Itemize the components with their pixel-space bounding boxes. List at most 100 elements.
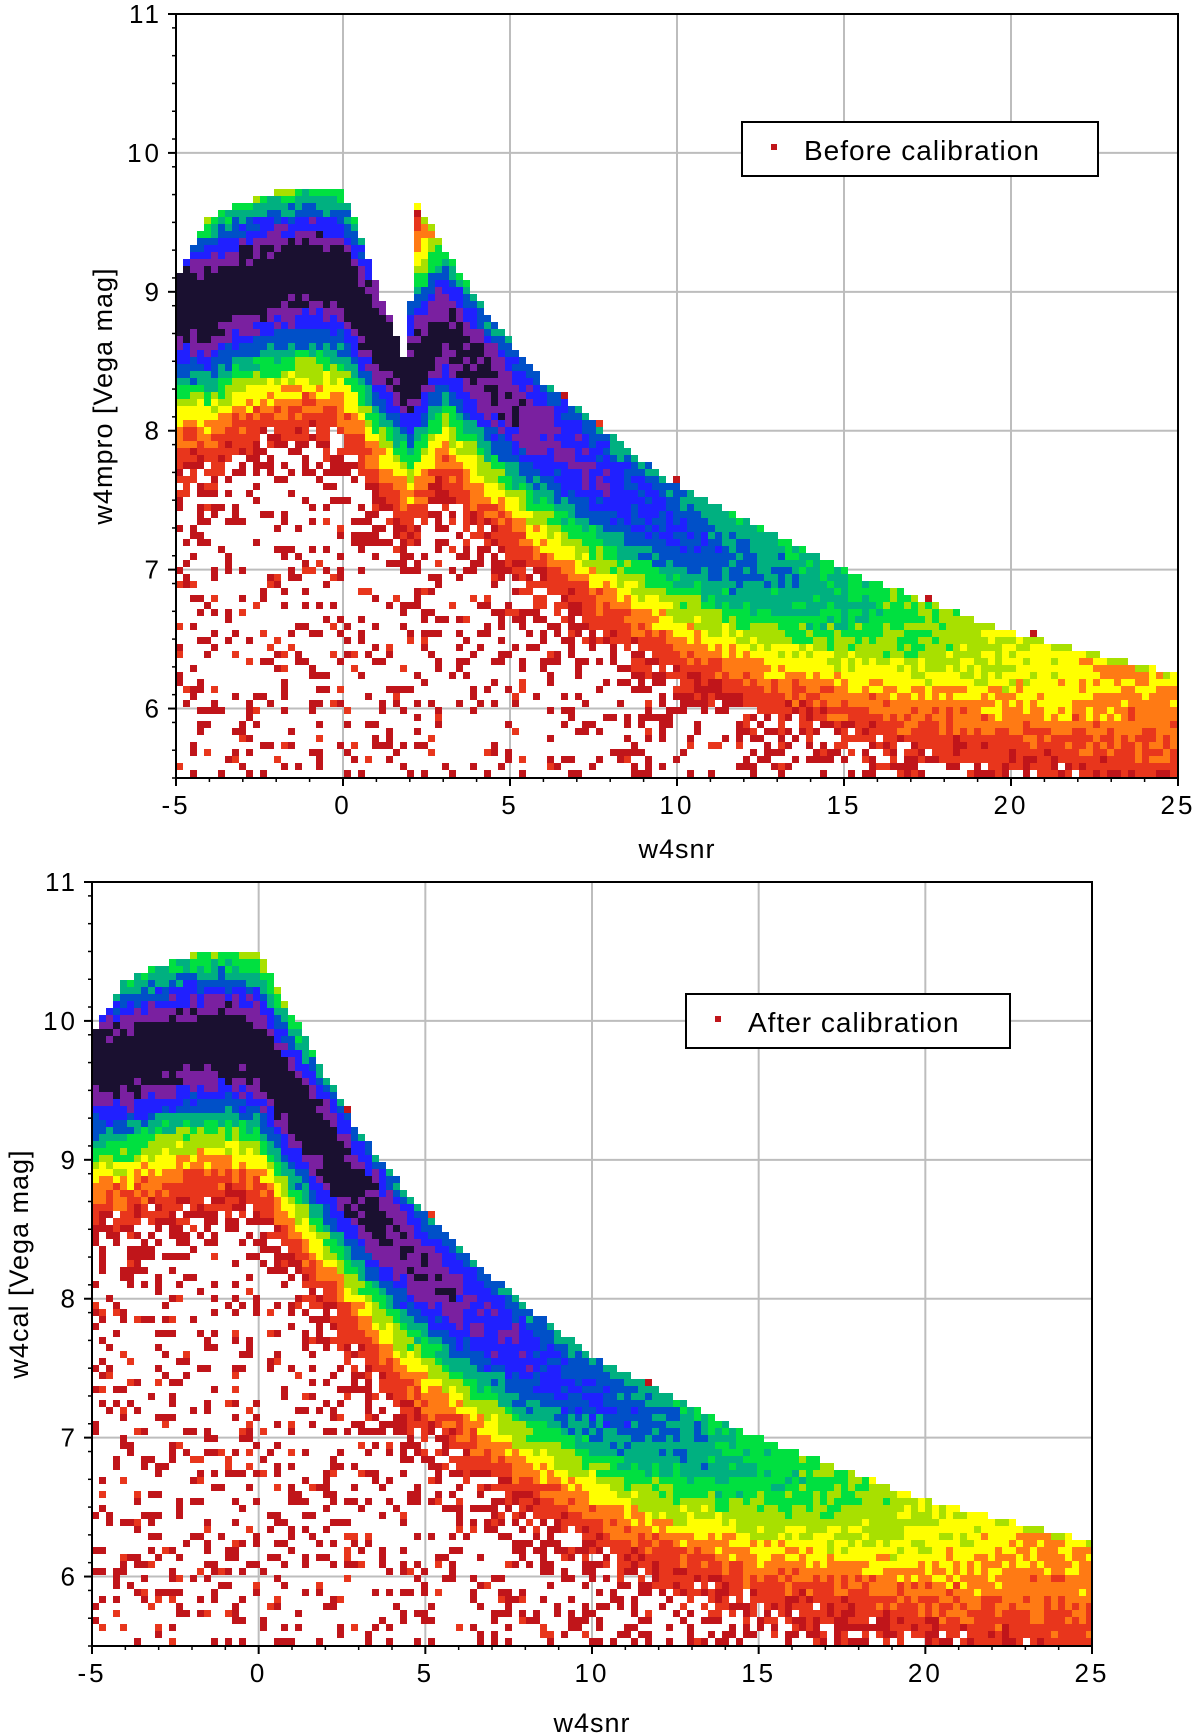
density-cell bbox=[1058, 700, 1065, 707]
density-cell bbox=[463, 511, 470, 518]
density-cell bbox=[428, 238, 435, 245]
density-cell bbox=[771, 560, 778, 567]
density-cell bbox=[428, 574, 435, 581]
density-cell bbox=[197, 392, 204, 399]
density-cell bbox=[596, 525, 603, 532]
density-cell bbox=[890, 665, 897, 672]
density-cell bbox=[309, 665, 316, 672]
density-cell bbox=[603, 560, 610, 567]
density-cell bbox=[834, 693, 841, 700]
density-cell bbox=[92, 1617, 99, 1624]
density-cell bbox=[393, 497, 400, 504]
density-cell bbox=[582, 616, 589, 623]
density-cell bbox=[575, 560, 582, 567]
density-cell bbox=[568, 511, 575, 518]
density-cell bbox=[239, 448, 246, 455]
density-cell bbox=[792, 686, 799, 693]
density-cell bbox=[841, 679, 848, 686]
density-cell bbox=[1023, 707, 1030, 714]
density-cell bbox=[232, 322, 239, 329]
density-cell bbox=[400, 518, 407, 525]
density-cell bbox=[603, 448, 610, 455]
density-cell bbox=[295, 266, 302, 273]
density-cell bbox=[736, 539, 743, 546]
density-cell bbox=[701, 546, 708, 553]
density-cell bbox=[988, 756, 995, 763]
density-cell bbox=[1079, 672, 1086, 679]
density-cell bbox=[736, 658, 743, 665]
density-cell bbox=[414, 434, 421, 441]
density-cell bbox=[428, 490, 435, 497]
density-cell bbox=[491, 511, 498, 518]
density-cell bbox=[491, 322, 498, 329]
density-cell bbox=[309, 203, 316, 210]
density-cell bbox=[288, 315, 295, 322]
density-cell bbox=[897, 588, 904, 595]
density-cell bbox=[862, 672, 869, 679]
density-cell bbox=[603, 483, 610, 490]
density-cell bbox=[302, 217, 309, 224]
density-cell bbox=[582, 455, 589, 462]
density-cell bbox=[435, 406, 442, 413]
density-cell bbox=[1086, 742, 1093, 749]
density-cell bbox=[960, 721, 967, 728]
density-cell bbox=[757, 693, 764, 700]
density-cell bbox=[190, 665, 197, 672]
density-cell bbox=[610, 560, 617, 567]
density-cell bbox=[1107, 742, 1114, 749]
density-cell bbox=[190, 392, 197, 399]
density-cell bbox=[757, 525, 764, 532]
density-cell bbox=[540, 476, 547, 483]
density-cell bbox=[1023, 693, 1030, 700]
density-cell bbox=[785, 728, 792, 735]
density-cell bbox=[946, 644, 953, 651]
density-cell bbox=[757, 595, 764, 602]
density-cell bbox=[281, 693, 288, 700]
density-cell bbox=[435, 378, 442, 385]
density-cell bbox=[603, 567, 610, 574]
density-cell bbox=[596, 567, 603, 574]
density-cell bbox=[176, 644, 183, 651]
density-cell bbox=[589, 462, 596, 469]
density-cell bbox=[1065, 756, 1072, 763]
density-cell bbox=[974, 721, 981, 728]
density-cell bbox=[246, 343, 253, 350]
density-cell bbox=[834, 749, 841, 756]
density-cell bbox=[1100, 735, 1107, 742]
density-cell bbox=[715, 609, 722, 616]
density-cell bbox=[764, 574, 771, 581]
density-cell bbox=[323, 322, 330, 329]
density-cell bbox=[1107, 700, 1114, 707]
density-cell bbox=[820, 560, 827, 567]
density-cell bbox=[1065, 728, 1072, 735]
density-cell bbox=[554, 539, 561, 546]
density-cell bbox=[820, 756, 827, 763]
density-cell bbox=[351, 539, 358, 546]
density-cell bbox=[764, 609, 771, 616]
density-cell bbox=[778, 609, 785, 616]
density-cell bbox=[218, 504, 225, 511]
density-cell bbox=[890, 679, 897, 686]
density-cell bbox=[659, 763, 666, 770]
density-cell bbox=[722, 679, 729, 686]
density-cell bbox=[498, 434, 505, 441]
density-cell bbox=[561, 441, 568, 448]
density-cell bbox=[575, 511, 582, 518]
density-cell bbox=[827, 644, 834, 651]
density-cell bbox=[519, 476, 526, 483]
density-cell bbox=[225, 371, 232, 378]
density-cell bbox=[1128, 714, 1135, 721]
density-cell bbox=[316, 392, 323, 399]
density-cell bbox=[414, 336, 421, 343]
density-cell bbox=[1079, 714, 1086, 721]
density-cell bbox=[1163, 728, 1170, 735]
density-cell bbox=[267, 308, 274, 315]
density-cell bbox=[295, 294, 302, 301]
density-cell bbox=[869, 623, 876, 630]
density-cell bbox=[239, 315, 246, 322]
density-cell bbox=[365, 721, 372, 728]
density-cell bbox=[337, 616, 344, 623]
density-cell bbox=[288, 420, 295, 427]
density-cell bbox=[442, 294, 449, 301]
density-cell bbox=[638, 483, 645, 490]
